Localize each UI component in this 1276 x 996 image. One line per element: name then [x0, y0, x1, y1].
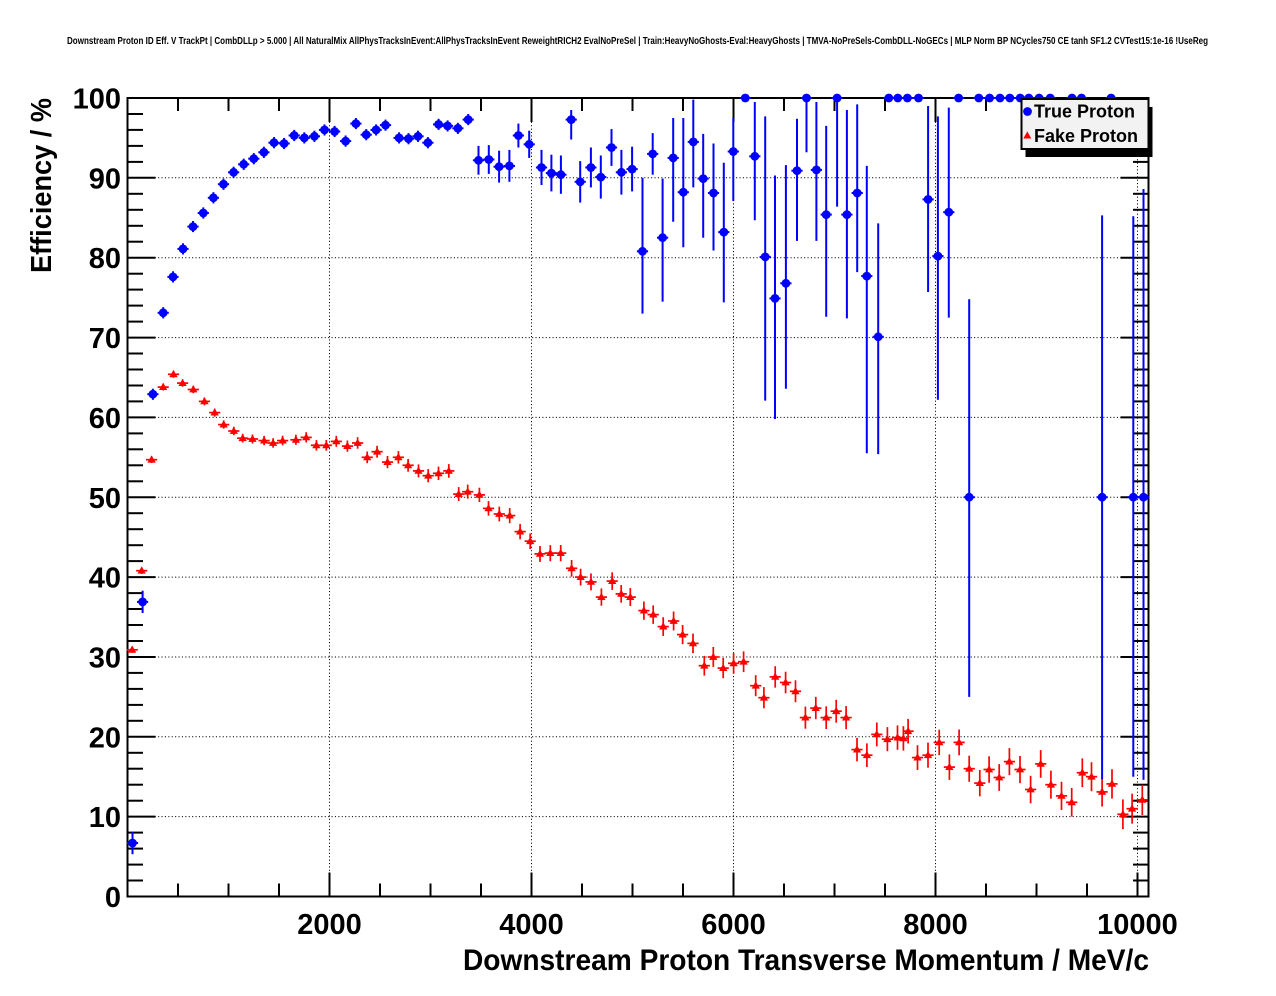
- svg-text:80: 80: [89, 243, 121, 275]
- svg-text:True Proton: True Proton: [1034, 102, 1135, 122]
- svg-text:50: 50: [89, 483, 121, 515]
- svg-text:100: 100: [73, 84, 121, 116]
- svg-text:60: 60: [89, 403, 121, 435]
- svg-text:30: 30: [89, 643, 121, 675]
- svg-text:8000: 8000: [903, 909, 968, 941]
- svg-text:20: 20: [89, 722, 121, 754]
- svg-text:4000: 4000: [499, 909, 564, 941]
- svg-text:40: 40: [89, 563, 121, 595]
- svg-text:6000: 6000: [701, 909, 766, 941]
- svg-text:2000: 2000: [297, 909, 362, 941]
- svg-text:Downstream Proton Transverse M: Downstream Proton Transverse Momentum / …: [463, 944, 1149, 977]
- svg-text:10: 10: [89, 802, 121, 834]
- svg-text:Efficiency / %: Efficiency / %: [26, 98, 58, 273]
- svg-text:Downstream Proton ID Eff. V Tr: Downstream Proton ID Eff. V TrackPt | Co…: [67, 36, 1208, 47]
- svg-text:Fake Proton: Fake Proton: [1034, 126, 1138, 146]
- svg-text:70: 70: [89, 323, 121, 355]
- svg-text:10000: 10000: [1097, 909, 1178, 941]
- svg-text:90: 90: [89, 163, 121, 195]
- svg-text:0: 0: [105, 882, 121, 914]
